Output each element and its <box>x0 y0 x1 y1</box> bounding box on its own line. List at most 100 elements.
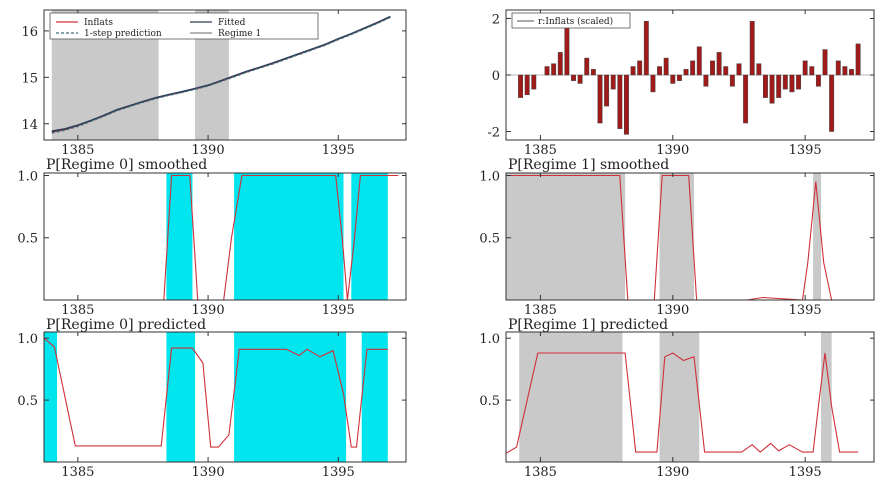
residual-bar <box>610 74 616 90</box>
residual-bar <box>729 74 735 87</box>
plot-frame <box>43 9 407 141</box>
residual-bar <box>571 74 576 81</box>
panel-scaled-residuals: 1385 1390 1395 -2 0 2 r:Inflats (scaled) <box>487 9 875 158</box>
legend-box <box>49 12 319 40</box>
residual-bar <box>650 74 656 93</box>
probability-line <box>44 174 399 301</box>
x-tick-label: 1395 <box>322 143 355 158</box>
x-tick-label: 1395 <box>322 465 355 477</box>
residual-bar <box>789 74 795 93</box>
x-tick-label: 1390 <box>656 465 689 477</box>
residual-bar <box>670 74 676 84</box>
plot-frame <box>505 331 875 463</box>
x-tick-label: 1390 <box>656 143 689 158</box>
x-tick-label: 1390 <box>192 303 225 318</box>
residual-bar <box>584 57 590 76</box>
residual-bar <box>822 49 828 76</box>
prediction-line <box>51 16 391 134</box>
x-tick-label: 1385 <box>61 303 94 318</box>
residual-bar <box>769 74 775 104</box>
plot-frame <box>43 172 407 301</box>
x-tick-label: 1395 <box>322 303 355 318</box>
panel-regime0-smoothed: 1385 1390 1395 0.5 1.0 P[Regime 0] smoothed <box>17 157 407 318</box>
residual-bar <box>551 63 557 76</box>
residual-bar <box>855 43 861 76</box>
x-tick-label: 1385 <box>524 303 557 318</box>
residual-bar <box>630 66 636 76</box>
x-tick-label: 1395 <box>789 303 822 318</box>
regime-shade <box>44 332 58 462</box>
residual-bar <box>756 63 762 76</box>
legend-prediction-label: 1-step prediction <box>84 29 162 39</box>
residual-bar <box>643 21 649 76</box>
x-tick-label: 1390 <box>656 303 689 318</box>
legend-inflats-label: Inflats <box>84 18 113 28</box>
y-tick-label: 1.0 <box>17 169 38 184</box>
x-tick-label: 1385 <box>524 143 557 158</box>
residual-bar <box>723 66 729 76</box>
y-tick-label: 1.0 <box>17 332 38 347</box>
residual-bar <box>716 52 722 76</box>
y-tick-label: 1.0 <box>479 332 500 347</box>
y-tick-label: 0 <box>492 69 500 84</box>
panel-title: P[Regime 1] smoothed <box>508 157 669 173</box>
residual-bar <box>637 60 643 76</box>
residual-bar <box>802 60 808 76</box>
residual-bar <box>577 74 583 84</box>
regime-shade <box>519 332 623 462</box>
panel-regime0-predicted: 1385 1390 1395 0.5 1.0 P[Regime 0] predicted <box>17 317 407 477</box>
probability-line <box>43 337 388 448</box>
x-tick-label: 1385 <box>524 465 557 477</box>
y-tick-label: 2 <box>492 12 500 27</box>
x-tick-label: 1385 <box>61 465 94 477</box>
residual-bar <box>736 63 742 76</box>
residual-bar <box>597 74 603 124</box>
regime-shade <box>361 332 388 462</box>
y-tick-label: 14 <box>21 118 38 133</box>
panel-regime1-smoothed: 1385 1390 1395 0.5 1.0 P[Regime 1] smoothed <box>479 157 875 318</box>
residual-bar <box>531 74 537 90</box>
residual-bar <box>676 74 682 81</box>
panel-title: P[Regime 0] smoothed <box>46 157 207 173</box>
residual-bar <box>809 66 815 76</box>
residual-bar <box>617 74 623 129</box>
plot-frame <box>505 9 875 141</box>
plot-frame <box>505 172 875 301</box>
probability-line <box>505 352 859 454</box>
residual-bar <box>703 74 709 87</box>
residual-bar <box>829 74 835 132</box>
y-tick-label: 0.5 <box>479 394 500 409</box>
panel-title: P[Regime 1] predicted <box>508 317 668 333</box>
regime-shade <box>821 332 832 462</box>
panel-regime1-predicted: 1385 1390 1395 0.5 1.0 P[Regime 1] predicted <box>479 317 875 477</box>
residual-bar <box>690 60 696 76</box>
residual-bar <box>849 69 854 76</box>
residual-bar <box>782 74 788 90</box>
y-tick-label: 16 <box>21 25 38 40</box>
residual-bar <box>710 60 715 76</box>
residual-bar <box>743 74 749 124</box>
legend-regime1-label: Regime 1 <box>218 29 261 39</box>
residual-bar <box>657 66 663 76</box>
legend-label: r:Inflats (scaled) <box>538 16 613 27</box>
residual-bar <box>796 74 801 90</box>
y-tick-label: 1.0 <box>479 169 500 184</box>
y-tick-label: 0.5 <box>479 232 500 247</box>
residual-bar <box>590 69 596 76</box>
x-tick-label: 1385 <box>61 143 94 158</box>
residual-bar <box>604 74 610 107</box>
y-tick-label: -2 <box>487 126 500 141</box>
regime-shade <box>813 173 822 300</box>
regime-shade <box>351 173 388 300</box>
y-tick-label: 15 <box>21 71 38 86</box>
residual-bar <box>763 74 768 98</box>
residual-bar <box>835 60 841 76</box>
residual-bar <box>557 52 563 76</box>
residual-bar <box>518 74 524 98</box>
residual-bar <box>842 66 848 76</box>
panel-inflation-fitted: 1385 1390 1395 14 15 16 Inflats Fitted 1-step pr… <box>21 9 407 158</box>
plot-frame <box>43 331 407 463</box>
panel-title: P[Regime 0] predicted <box>46 317 206 333</box>
residual-bar <box>544 66 550 76</box>
